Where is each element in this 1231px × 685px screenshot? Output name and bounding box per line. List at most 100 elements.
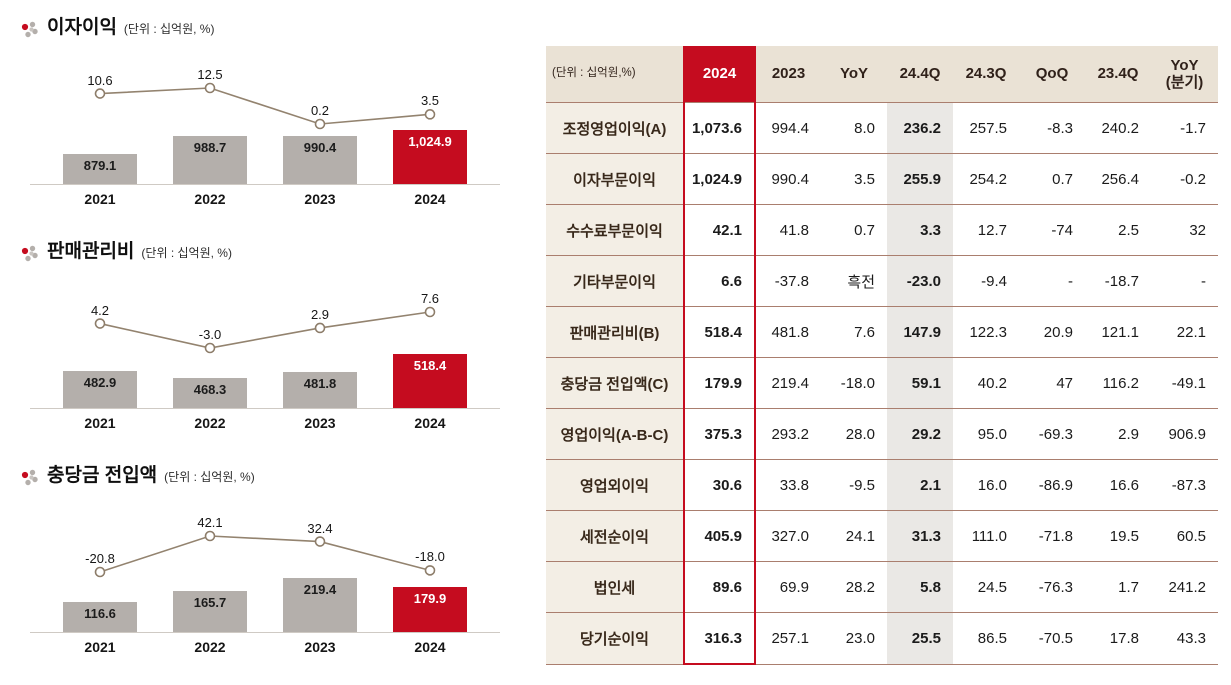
cell: -18.0 (821, 357, 887, 409)
chart-unit-label: (단위 : 십억원, %) (164, 470, 255, 484)
bar-value-label: 518.4 (413, 358, 447, 373)
logo-icon (20, 468, 40, 488)
cell: 33.8 (755, 459, 821, 511)
cell: 흑전 (821, 255, 887, 307)
cell: 1,024.9 (683, 153, 756, 205)
cell: -0.2 (1151, 153, 1218, 205)
cell: 7.6 (821, 306, 887, 358)
cell: -74 (1019, 204, 1085, 256)
column-header-QoQ: QoQ (1019, 46, 1085, 103)
chart-unit-label: (단위 : 십억원, %) (141, 246, 232, 260)
bar-2022: 988.7 (173, 135, 247, 184)
cell: 2.1 (887, 459, 953, 511)
row-label: 영업외이익 (546, 459, 684, 511)
cell: 327.0 (755, 510, 821, 562)
cell: 293.2 (755, 408, 821, 460)
row-label: 기타부문이익 (546, 255, 684, 307)
cell: -8.3 (1019, 102, 1085, 154)
year-label: 2021 (84, 639, 116, 655)
bar-value-label: 179.9 (413, 591, 447, 607)
cell: 6.6 (683, 255, 756, 307)
growth-line (99, 535, 431, 573)
row-label: 수수료부문이익 (546, 204, 684, 256)
cell: 375.3 (683, 408, 756, 460)
chart-title: 판매관리비 (47, 241, 135, 262)
row-label: 당기순이익 (546, 612, 684, 665)
table-row: 판매관리비(B) 518.4 481.8 7.6 147.9 122.3 20.9 121.1… (546, 306, 1218, 358)
chart-header: 충당금 전입액 (단위 : 십억원, %) (20, 462, 525, 488)
row-label: 법인세 (546, 561, 684, 613)
year-label: 2024 (414, 639, 446, 655)
cell: -69.3 (1019, 408, 1085, 460)
chart-unit-label: (단위 : 십억원, %) (123, 22, 215, 36)
year-label: 2021 (84, 415, 116, 431)
table-row: 법인세 89.6 69.9 28.2 5.8 24.5 -76.3 1.7 241.2 (546, 561, 1218, 613)
table-row: 영업외이익 30.6 33.8 -9.5 2.1 16.0 -86.9 16.6 -87.3 (546, 459, 1218, 511)
line-marker (314, 322, 326, 334)
table-row: 이자부문이익 1,024.9 990.4 3.5 255.9 254.2 0.7 256.4-… (546, 153, 1218, 205)
bar-2023: 481.8 (283, 371, 357, 408)
cell: -70.5 (1019, 612, 1085, 665)
line-marker (314, 118, 326, 130)
chart-section-3: 충당금 전입액 (단위 : 십억원, %) 116.6 -20.8 2021 165.7 4… (20, 462, 525, 666)
row-label: 이자부문이익 (546, 153, 684, 205)
cell: 405.9 (683, 510, 756, 562)
chart-title: 이자이익 (47, 17, 117, 38)
cell: 121.1 (1085, 306, 1151, 358)
cell: 40.2 (953, 357, 1019, 409)
growth-value-label: 2.9 (310, 306, 330, 322)
bar-value-label: 482.9 (83, 375, 117, 390)
cell: -76.3 (1019, 561, 1085, 613)
cell: 994.4 (755, 102, 821, 154)
growth-value-label: 32.4 (307, 520, 333, 536)
cell: 3.3 (887, 204, 953, 256)
cell: 47 (1019, 357, 1085, 409)
cell: 42.1 (683, 204, 756, 256)
column-header-YoY: YoY (분기) (1151, 46, 1218, 103)
chart-plot: 116.6 -20.8 2021 165.7 42.1 2022 219.4 32.4 2023… (30, 496, 500, 666)
cell: 254.2 (953, 153, 1019, 205)
cell: 20.9 (1019, 306, 1085, 358)
cell: 257.5 (953, 102, 1019, 154)
cell: 41.8 (755, 204, 821, 256)
cell: 43.3 (1151, 612, 1218, 665)
growth-value-label: 10.6 (87, 72, 113, 88)
cell: 990.4 (755, 153, 821, 205)
growth-value-label: 42.1 (197, 515, 223, 530)
cell: 5.8 (887, 561, 953, 613)
bar-value-label: 165.7 (193, 594, 227, 610)
cell: 1.7 (1085, 561, 1151, 613)
table-row: 수수료부문이익 42.1 41.8 0.7 3.3 12.7 -74 2.5 32 (546, 204, 1218, 256)
cell: 89.6 (683, 561, 756, 613)
cell: 481.8 (755, 306, 821, 358)
cell: -86.9 (1019, 459, 1085, 511)
cell: 2.9 (1085, 408, 1151, 460)
year-label: 2022 (194, 639, 226, 655)
bar-2023: 990.4 (283, 135, 357, 184)
chart-plot: 879.1 10.6 2021 988.7 12.5 2022 990.4 0.2 2023 1,… (30, 48, 500, 218)
cell: 240.2 (1085, 102, 1151, 154)
table-row: 충당금 전입액(C) 179.9 219.4 -18.0 59.1 40.2 47 116.2… (546, 357, 1218, 409)
cell: 28.2 (821, 561, 887, 613)
bar-2021: 482.9 (63, 371, 137, 408)
cell: 23.0 (821, 612, 887, 665)
cell: 0.7 (821, 204, 887, 256)
cell: 8.0 (821, 102, 887, 154)
line-marker (94, 566, 106, 578)
line-marker (314, 536, 326, 547)
cell: 86.5 (953, 612, 1019, 665)
cell: 17.8 (1085, 612, 1151, 665)
table-header: (단위 : 십억원,%) 2024 2023 YoY 24.4Q 24.3Q QoQ 23.4… (546, 46, 1218, 103)
line-marker (94, 318, 106, 329)
column-header-24.3Q: 24.3Q (953, 46, 1019, 103)
logo-icon (20, 20, 40, 40)
cell: 236.2 (887, 102, 953, 154)
financial-summary-table: (단위 : 십억원,%) 2024 2023 YoY 24.4Q 24.3Q QoQ 23.4… (546, 46, 1218, 665)
cell: 122.3 (953, 306, 1019, 358)
chart-section-2: 판매관리비 (단위 : 십억원, %) 482.9 4.2 2021 468.3 -3.0 2… (20, 238, 525, 442)
cell: 22.1 (1151, 306, 1218, 358)
row-label: 충당금 전입액(C) (546, 357, 684, 409)
growth-line-chart (94, 82, 436, 130)
bar-2024: 179.9 (393, 587, 467, 632)
cell: 12.7 (953, 204, 1019, 256)
